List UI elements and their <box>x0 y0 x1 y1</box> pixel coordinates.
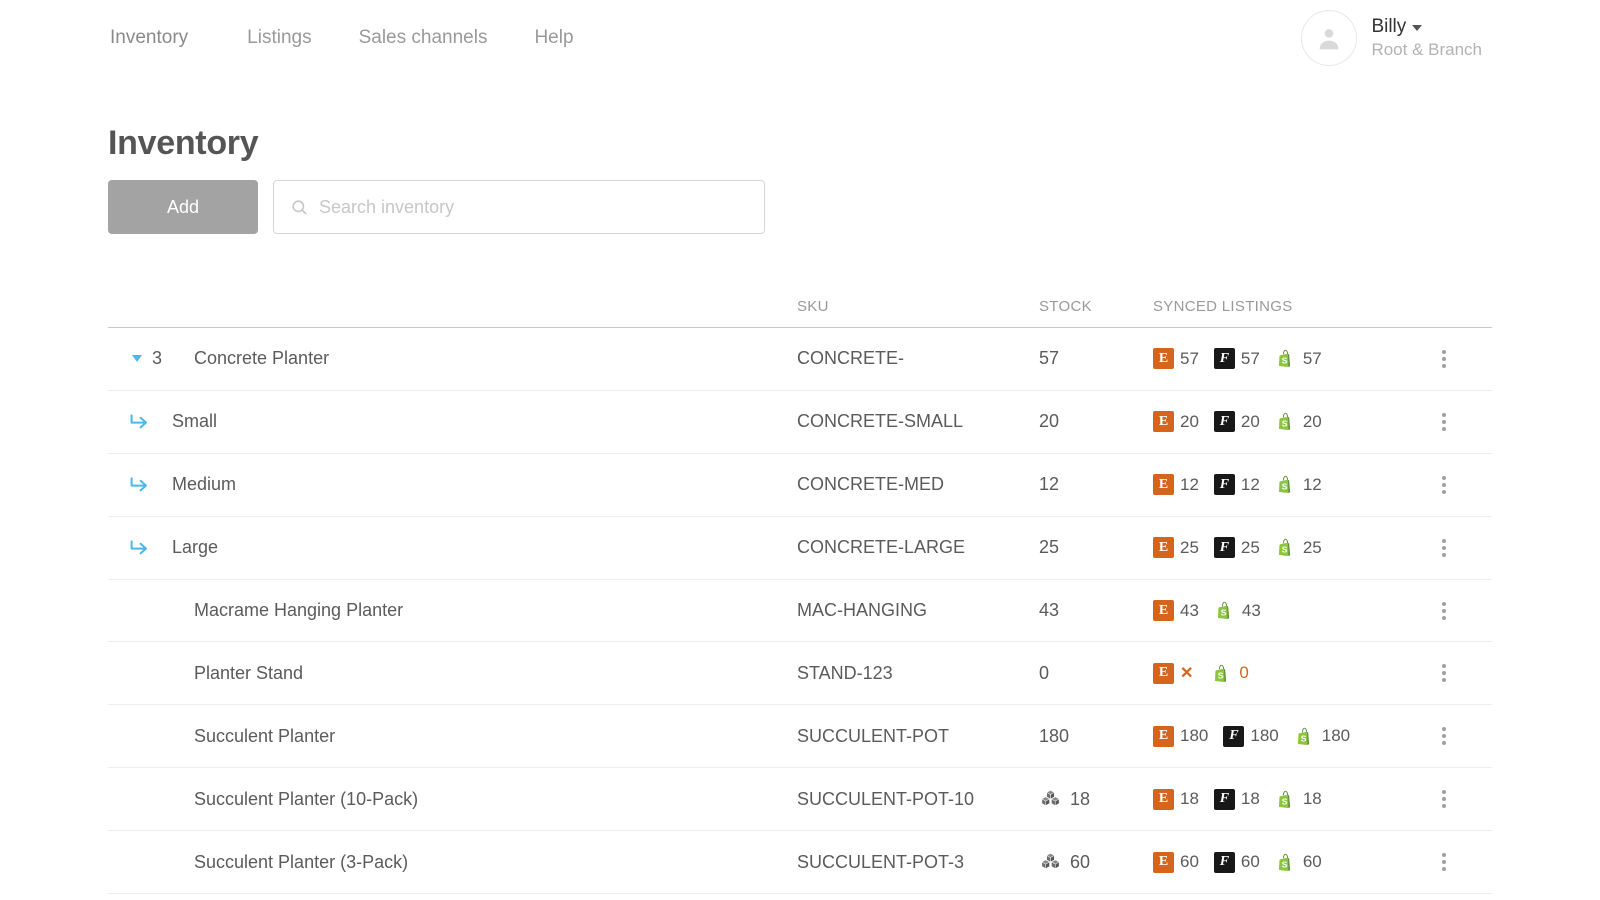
svg-text:S: S <box>1218 671 1224 681</box>
svg-text:S: S <box>1282 482 1288 492</box>
svg-text:S: S <box>1301 733 1307 743</box>
svg-text:S: S <box>1282 356 1288 366</box>
svg-text:S: S <box>1282 796 1288 806</box>
svg-text:S: S <box>1282 545 1288 555</box>
svg-text:S: S <box>1282 859 1288 869</box>
svg-text:S: S <box>1282 419 1288 429</box>
svg-text:S: S <box>1221 608 1227 618</box>
